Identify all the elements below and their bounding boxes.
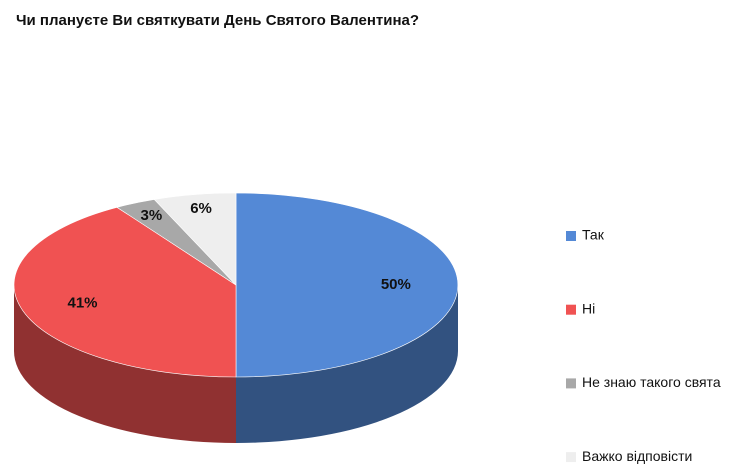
slice	[235, 192, 459, 378]
data-label: 6%	[190, 200, 212, 217]
legend-label: Так	[582, 227, 605, 243]
slice	[153, 192, 237, 286]
data-label: 50%	[381, 276, 411, 293]
legend-swatch	[566, 452, 576, 463]
data-label: 41%	[67, 294, 97, 311]
legend-swatch	[566, 304, 576, 315]
data-label: 3%	[140, 207, 162, 224]
chart-title: Чи плануєте Ви святкувати День Святого В…	[16, 12, 419, 29]
legend-label: Ні	[582, 300, 595, 316]
legend-swatch	[566, 231, 576, 241]
slice-side	[14, 285, 236, 443]
legend-swatch	[566, 378, 576, 389]
legend-label: Важко відповісти	[582, 448, 692, 464]
slice-side	[236, 285, 458, 443]
slice	[13, 206, 237, 378]
legend-label: Не знаю такого свята	[582, 374, 721, 390]
